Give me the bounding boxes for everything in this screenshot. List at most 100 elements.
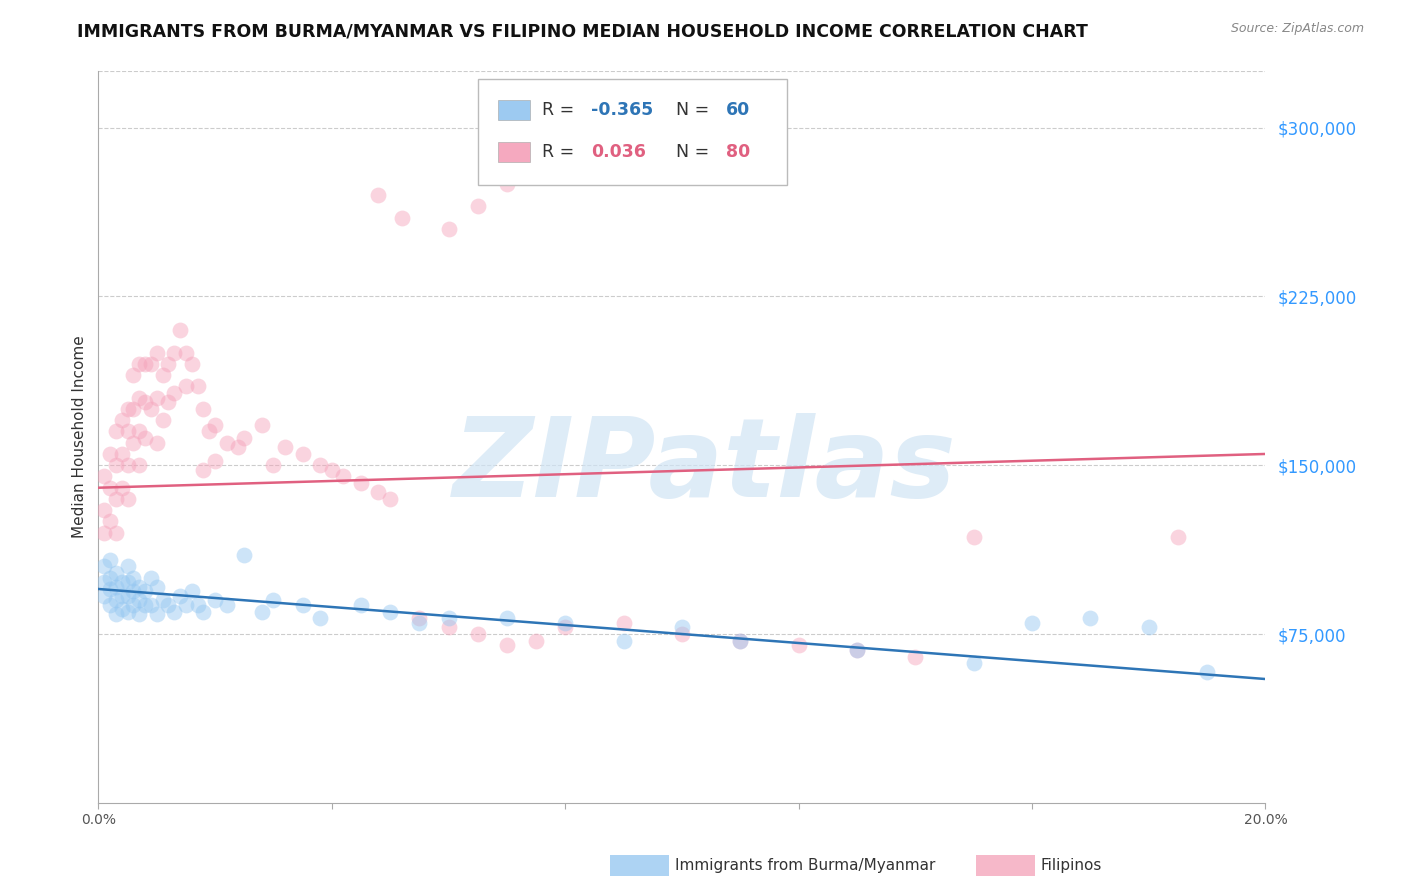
Point [291,598,314,612]
Point [233,431,256,445]
Point [117,401,139,416]
Point [98,553,121,567]
Point [146,391,169,405]
Point [98,447,121,461]
Point [1195,665,1218,680]
Point [104,566,127,581]
Point [93,503,115,517]
Point [437,611,460,625]
Point [134,598,156,612]
Point [157,357,180,371]
Point [193,605,215,619]
Point [904,649,927,664]
Point [139,357,162,371]
Text: 60: 60 [727,101,751,120]
Point [128,357,150,371]
Point [846,642,869,657]
Point [104,491,127,506]
Text: R =: R = [541,143,579,161]
Point [193,401,215,416]
Point [250,605,273,619]
Point [111,481,134,495]
Point [215,598,238,612]
Point [128,458,150,473]
Point [98,481,121,495]
Point [122,401,145,416]
Point [262,593,284,607]
Point [93,469,115,483]
Point [122,368,145,383]
Point [730,633,752,648]
Point [111,447,134,461]
Point [139,598,162,612]
Point [174,345,197,359]
Point [128,593,150,607]
Point [104,458,127,473]
Point [408,615,430,630]
Point [350,598,373,612]
Point [612,615,634,630]
Text: Source: ZipAtlas.com: Source: ZipAtlas.com [1230,22,1364,36]
Point [671,627,693,641]
Point [496,177,519,191]
Bar [498,100,530,120]
Point [962,657,984,671]
Point [163,386,186,401]
Point [524,633,547,648]
Point [174,598,197,612]
Point [962,530,984,544]
Point [111,413,134,427]
Text: -0.365: -0.365 [591,101,654,120]
Point [134,431,156,445]
Point [139,571,162,585]
Point [98,515,121,529]
Point [169,589,191,603]
Point [157,598,180,612]
Point [122,435,145,450]
Point [157,395,180,409]
Point [730,633,752,648]
Point [204,593,226,607]
Point [93,589,115,603]
Point [437,620,460,634]
Point [309,611,332,625]
Point [169,323,191,337]
Point [98,571,121,585]
Point [98,598,121,612]
Point [117,425,139,439]
Point [380,605,402,619]
Bar [498,142,530,162]
Point [117,458,139,473]
Point [228,440,250,454]
Point [233,548,256,562]
Text: IMMIGRANTS FROM BURMA/MYANMAR VS FILIPINO MEDIAN HOUSEHOLD INCOME CORRELATION CH: IMMIGRANTS FROM BURMA/MYANMAR VS FILIPIN… [77,22,1088,40]
Point [122,584,145,599]
Point [180,357,202,371]
Point [134,357,156,371]
Point [309,458,332,473]
Point [187,379,209,393]
Point [146,345,169,359]
Point [104,607,127,621]
Point [104,593,127,607]
Point [117,491,139,506]
Point [104,580,127,594]
Point [391,211,413,225]
Point [437,222,460,236]
Point [93,575,115,590]
Point [117,605,139,619]
Point [111,602,134,616]
Point [163,605,186,619]
Point [204,417,226,432]
Point [117,589,139,603]
Text: Immigrants from Burma/Myanmar: Immigrants from Burma/Myanmar [675,858,935,872]
Point [117,575,139,590]
Point [350,476,373,491]
Point [496,638,519,652]
Point [122,571,145,585]
Point [1137,620,1160,634]
Point [554,620,576,634]
Text: R =: R = [541,101,579,120]
Point [152,413,174,427]
Point [180,584,202,599]
